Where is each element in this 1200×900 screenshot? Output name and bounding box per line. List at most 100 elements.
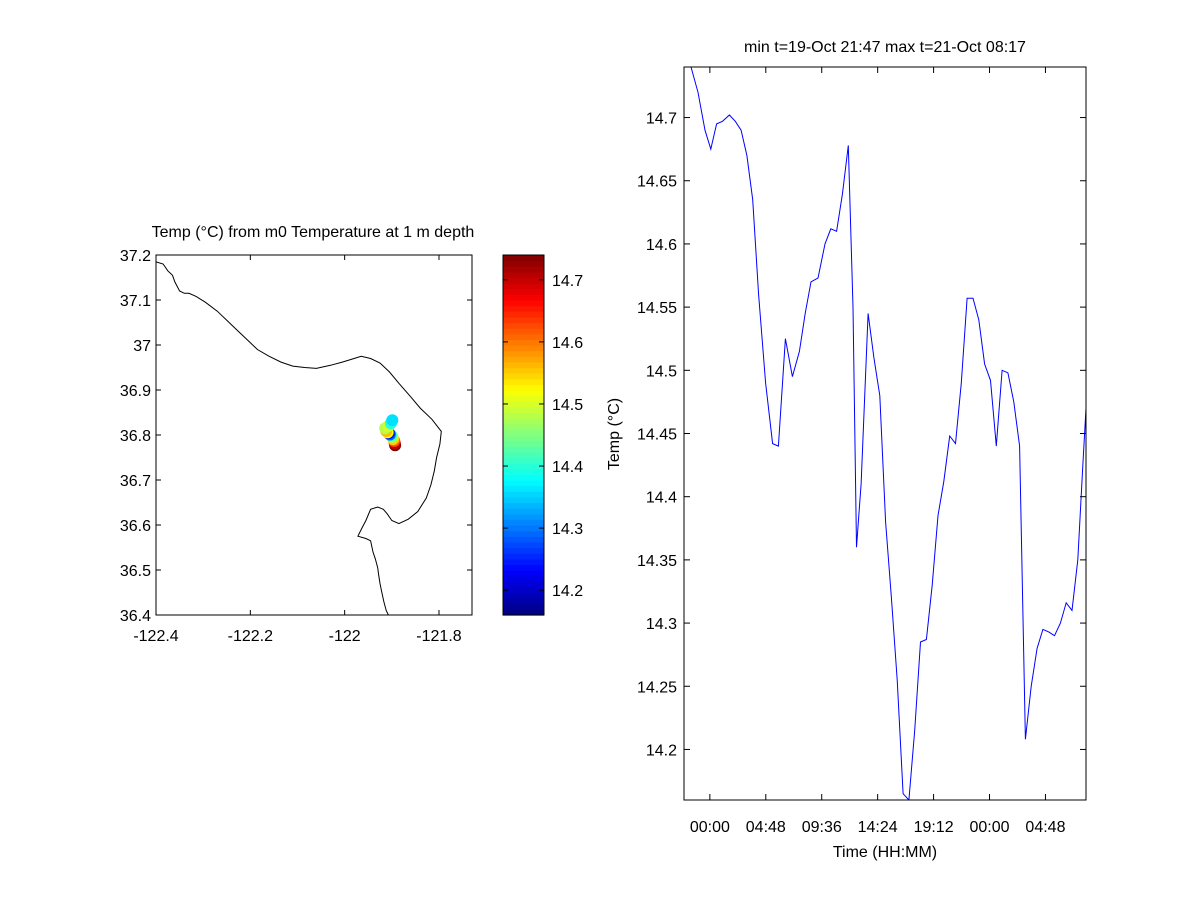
colorbar-frame <box>502 254 545 616</box>
colorbar-segment <box>503 508 544 515</box>
colorbar-segment <box>503 316 544 324</box>
colorbar-tick-label: 14.7 <box>552 273 583 290</box>
ts-x-tick-label: 00:00 <box>690 819 730 836</box>
colorbar-segment <box>503 485 544 492</box>
coastline-layer <box>156 261 442 615</box>
colorbar-segment <box>503 586 544 594</box>
ts-x-tick-label: 00:00 <box>969 819 1009 836</box>
timeseries-ylabel: Temp (°C) <box>606 398 623 470</box>
colorbar-segment <box>503 266 544 273</box>
colorbar-segment <box>503 418 544 425</box>
colorbar-segment <box>503 435 544 442</box>
colorbar-segment <box>503 570 544 577</box>
colorbar-segment <box>503 575 544 582</box>
colorbar-segment <box>503 378 544 385</box>
colorbar-segment <box>503 406 544 414</box>
ts-x-tick-label: 09:36 <box>802 819 842 836</box>
colorbar-segment <box>503 451 544 459</box>
colorbar-segment <box>503 300 544 307</box>
colorbar-segment <box>503 401 544 408</box>
map-y-tick-label: 36.4 <box>120 608 151 625</box>
colorbar-segment <box>503 581 544 588</box>
colorbar-segment <box>503 564 544 571</box>
map-title: Temp (°C) from m0 Temperature at 1 m dep… <box>152 224 475 241</box>
colorbar-segment <box>503 328 544 335</box>
colorbar-segment <box>503 440 544 447</box>
colorbar-tick-label: 14.2 <box>552 583 583 600</box>
colorbar-segment <box>503 260 544 267</box>
colorbar-segment <box>503 502 544 509</box>
colorbar-segment <box>503 356 544 363</box>
ts-y-tick-label: 14.7 <box>646 111 677 128</box>
colorbar-segment <box>503 390 544 397</box>
colorbar-segment <box>503 592 544 599</box>
colorbar-segment <box>503 530 544 537</box>
colorbar-segment <box>503 446 544 453</box>
colorbar-axis: 14.2 14.3 14.4 14.5 14.6 14.7 <box>503 273 583 600</box>
colorbar-segment <box>503 603 544 610</box>
colorbar-segment <box>503 333 544 340</box>
colorbar-segment <box>503 322 544 329</box>
colorbar-segment <box>503 474 544 481</box>
colorbar-segment <box>503 480 544 487</box>
map-x-tick-label: -122.4 <box>133 628 178 645</box>
colorbar-segment <box>503 598 544 605</box>
colorbar-segment <box>503 412 544 419</box>
colorbar-gradient <box>503 255 544 616</box>
temperature-points <box>379 414 402 452</box>
colorbar-segment <box>503 311 544 318</box>
ts-y-tick-label: 14.5 <box>646 363 677 380</box>
colorbar: 14.2 14.3 14.4 14.5 14.6 14.7 <box>502 254 583 616</box>
colorbar-tick-label: 14.3 <box>552 521 583 538</box>
ts-y-tick-label: 14.35 <box>637 553 677 570</box>
colorbar-segment <box>503 361 544 369</box>
colorbar-segment <box>503 519 544 526</box>
colorbar-segment <box>503 305 544 312</box>
colorbar-segment <box>503 468 544 475</box>
colorbar-segment <box>503 350 544 357</box>
timeseries-title: min t=19-Oct 21:47 max t=21-Oct 08:17 <box>744 39 1026 56</box>
timeseries-x-axis: 00:00 04:48 09:36 14:24 19:12 00:00 04:48 <box>690 67 1066 836</box>
map-y-tick-label: 36.9 <box>120 383 151 400</box>
map-x-tick-label: -122.2 <box>228 628 273 645</box>
timeseries-y-axis: 14.2 14.25 14.3 14.35 14.4 14.45 14.5 14.55 14.6… <box>637 111 1086 759</box>
colorbar-segment <box>503 367 544 374</box>
map-x-tick-label: -121.8 <box>416 628 461 645</box>
timeseries-panel: min t=19-Oct 21:47 max t=21-Oct 08:17 00… <box>606 39 1087 861</box>
timeseries-xlabel: Time (HH:MM) <box>833 844 937 861</box>
colorbar-segment <box>503 283 544 290</box>
ts-x-tick-label: 04:48 <box>1025 819 1065 836</box>
map-y-tick-label: 36.8 <box>120 428 151 445</box>
ts-y-tick-label: 14.6 <box>646 237 677 254</box>
map-x-axis: -122.4 -122.2 -122 -121.8 <box>133 255 462 645</box>
colorbar-segment <box>503 496 544 504</box>
colorbar-segment <box>503 541 544 549</box>
colorbar-segment <box>503 271 544 279</box>
colorbar-tick-label: 14.6 <box>552 335 583 352</box>
colorbar-segment <box>503 513 544 520</box>
coastline <box>156 261 442 615</box>
map-y-tick-label: 36.7 <box>120 473 151 490</box>
colorbar-segment <box>503 491 544 498</box>
colorbar-segment <box>503 384 544 391</box>
ts-y-tick-label: 14.55 <box>637 300 677 317</box>
ts-y-tick-label: 14.2 <box>646 742 677 759</box>
colorbar-segment <box>503 547 544 554</box>
colorbar-tick-label: 14.4 <box>552 459 583 476</box>
colorbar-segment <box>503 277 544 284</box>
ts-y-tick-label: 14.65 <box>637 174 677 191</box>
colorbar-segment <box>503 525 544 532</box>
temperature-point <box>386 414 399 427</box>
colorbar-segment <box>503 339 544 346</box>
colorbar-segment <box>503 373 544 380</box>
colorbar-segment <box>503 429 544 436</box>
ts-x-tick-label: 14:24 <box>858 819 898 836</box>
colorbar-segment <box>503 463 544 470</box>
ts-x-tick-label: 19:12 <box>914 819 954 836</box>
map-y-tick-label: 37.2 <box>120 248 151 265</box>
ts-y-tick-label: 14.4 <box>646 490 677 507</box>
map-x-tick-label: -122 <box>329 628 361 645</box>
ts-y-tick-label: 14.25 <box>637 679 677 696</box>
